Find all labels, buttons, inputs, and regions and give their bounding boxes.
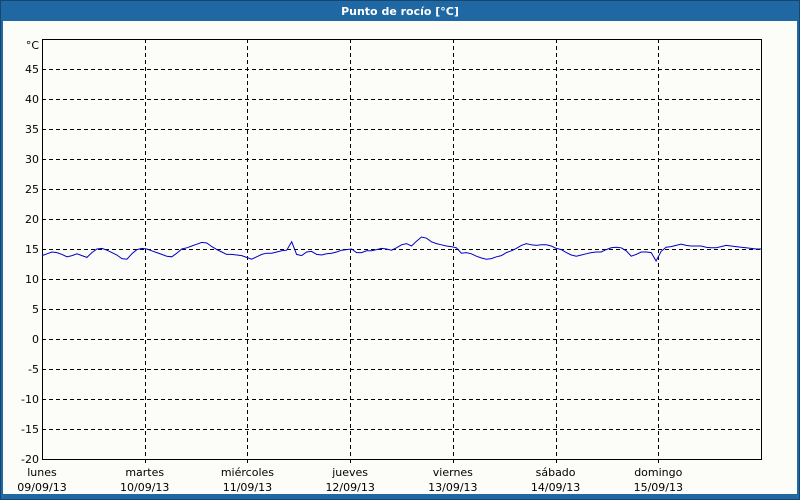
plot-border: [42, 39, 762, 460]
y-tick-label: 35: [25, 123, 39, 136]
window-title: Punto de rocío [°C]: [341, 4, 459, 18]
x-date-label: 15/09/13: [634, 481, 683, 494]
x-date-label: 10/09/13: [120, 481, 169, 494]
x-date-label: 13/09/13: [428, 481, 477, 494]
y-tick-label: 20: [25, 213, 39, 226]
y-tick-label: 30: [25, 153, 39, 166]
y-tick-label: 0: [32, 333, 39, 346]
window-border-right: [797, 1, 799, 499]
y-tick-label: 15: [25, 243, 39, 256]
x-date-label: 12/09/13: [325, 481, 374, 494]
y-axis-unit-label: °C: [26, 39, 40, 52]
x-day-label: miércoles: [221, 466, 274, 479]
y-tick-label: -5: [28, 363, 39, 376]
x-day-label: jueves: [331, 466, 368, 479]
x-day-label: domingo: [634, 466, 682, 479]
y-tick-label: -20: [21, 453, 39, 466]
y-tick-label: 25: [25, 183, 39, 196]
y-tick-label: 10: [25, 273, 39, 286]
x-day-label: martes: [125, 466, 164, 479]
y-tick-label: 40: [25, 93, 39, 106]
y-tick-label: 5: [32, 303, 39, 316]
x-day-label: viernes: [433, 466, 473, 479]
y-tick-label: 45: [25, 63, 39, 76]
window-border-bottom: [1, 494, 799, 499]
title-bar: Punto de rocío [°C]: [1, 1, 799, 21]
y-tick-label: -10: [21, 393, 39, 406]
x-date-label: 11/09/13: [223, 481, 272, 494]
x-date-label: 09/09/13: [17, 481, 66, 494]
dew-point-line: [41, 236, 761, 263]
window-border-left: [1, 1, 3, 499]
x-date-label: 14/09/13: [531, 481, 580, 494]
x-day-label: lunes: [27, 466, 57, 479]
y-tick-label: -15: [21, 423, 39, 436]
x-day-label: sábado: [536, 466, 576, 479]
